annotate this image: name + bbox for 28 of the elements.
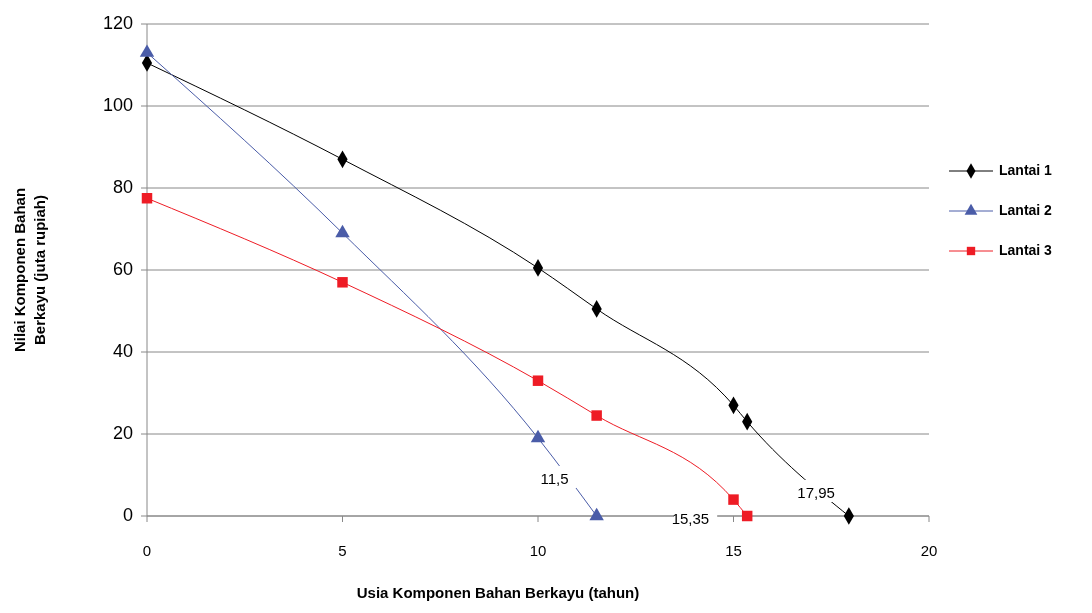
y-axis-title: Nilai Komponen Bahan Berkayu (juta rupiah) xyxy=(11,187,48,353)
annotation: 15,35 xyxy=(671,509,710,527)
point xyxy=(591,410,602,421)
y-tick-label: 60 xyxy=(112,258,133,279)
point xyxy=(532,375,544,386)
point xyxy=(728,494,739,505)
point xyxy=(337,277,348,288)
x-tick-label: 20 xyxy=(920,542,938,559)
point xyxy=(741,510,753,522)
y-tick-label: 0 xyxy=(122,504,133,525)
point xyxy=(141,193,153,204)
annotation: 11,5 xyxy=(540,469,569,487)
annotation: 17,95 xyxy=(797,483,835,501)
x-tick-label: 15 xyxy=(725,542,742,559)
y-tick-label: 80 xyxy=(112,176,133,197)
legend-label: Lantai 3 xyxy=(999,241,1053,258)
y-tick-label: 100 xyxy=(102,94,133,115)
x-tick-label: 0 xyxy=(142,542,152,559)
x-axis-title: Usia Komponen Bahan Berkayu (tahun) xyxy=(356,584,640,601)
y-tick-label: 40 xyxy=(112,340,133,361)
x-tick-label: 5 xyxy=(338,542,347,559)
y-tick-label: 120 xyxy=(102,12,133,33)
point xyxy=(530,429,546,443)
legend-label: Lantai 1 xyxy=(999,161,1053,178)
point xyxy=(589,507,604,521)
legend-label: Lantai 2 xyxy=(999,201,1053,218)
y-tick-label: 20 xyxy=(112,422,133,443)
x-tick-label: 10 xyxy=(529,542,547,559)
